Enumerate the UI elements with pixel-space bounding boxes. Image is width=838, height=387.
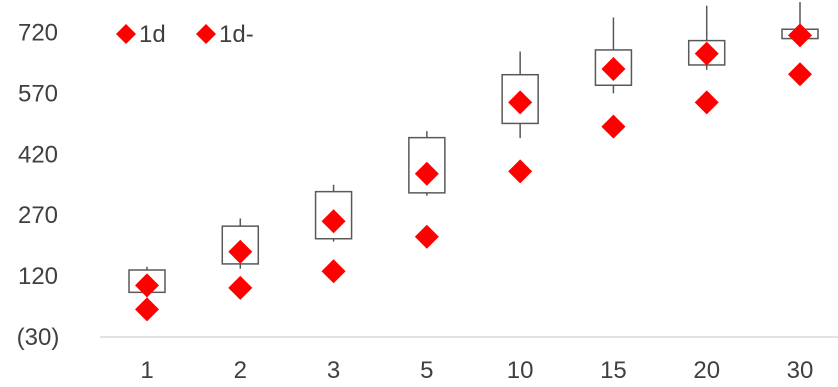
series-1d-point bbox=[788, 23, 812, 48]
legend-marker bbox=[116, 24, 136, 44]
legend-label: 1d bbox=[139, 21, 166, 48]
x-tick-label: 5 bbox=[420, 357, 433, 384]
series-1d-minus-point bbox=[508, 159, 533, 184]
x-tick-label: 10 bbox=[507, 357, 534, 384]
legend-label: 1d- bbox=[219, 21, 254, 48]
series-1d-minus-point bbox=[321, 259, 346, 284]
y-tick-label: 270 bbox=[18, 202, 58, 229]
x-tick-label: 1 bbox=[140, 357, 153, 384]
series-1d-minus-point bbox=[601, 114, 626, 139]
x-tick-label: 20 bbox=[693, 357, 720, 384]
series-1d-point bbox=[321, 209, 346, 234]
x-tick-label: 30 bbox=[787, 357, 814, 384]
series-1d-point bbox=[135, 273, 159, 298]
series-1d-point bbox=[228, 239, 253, 264]
y-tick-label: 420 bbox=[18, 141, 58, 168]
y-tick-label: 120 bbox=[18, 263, 58, 290]
series-1d-point bbox=[694, 41, 719, 66]
series-1d-point bbox=[414, 161, 439, 186]
series-1d-point bbox=[601, 57, 626, 82]
x-tick-label: 15 bbox=[600, 357, 627, 384]
y-tick-label: 720 bbox=[18, 19, 58, 46]
legend-marker bbox=[196, 24, 216, 44]
series-1d-minus-point bbox=[788, 62, 812, 87]
markers-layer bbox=[135, 23, 812, 322]
x-tick-label: 2 bbox=[234, 357, 247, 384]
y-tick-label: 570 bbox=[18, 80, 58, 107]
axis-layer: (30) 120 270 420 570 720 1 2 3 5 10 15 20 30 bbox=[17, 19, 838, 384]
series-1d-minus-point bbox=[694, 90, 719, 115]
series-1d-minus-point bbox=[414, 224, 439, 249]
x-tick-label: 3 bbox=[327, 357, 340, 384]
box bbox=[408, 136, 446, 194]
legend: 1d 1d- bbox=[116, 21, 254, 48]
y-tick-label: (30) bbox=[17, 324, 60, 351]
series-1d-point bbox=[508, 90, 533, 115]
series-1d-minus-point bbox=[228, 275, 253, 300]
series-1d-minus-point bbox=[135, 297, 159, 322]
